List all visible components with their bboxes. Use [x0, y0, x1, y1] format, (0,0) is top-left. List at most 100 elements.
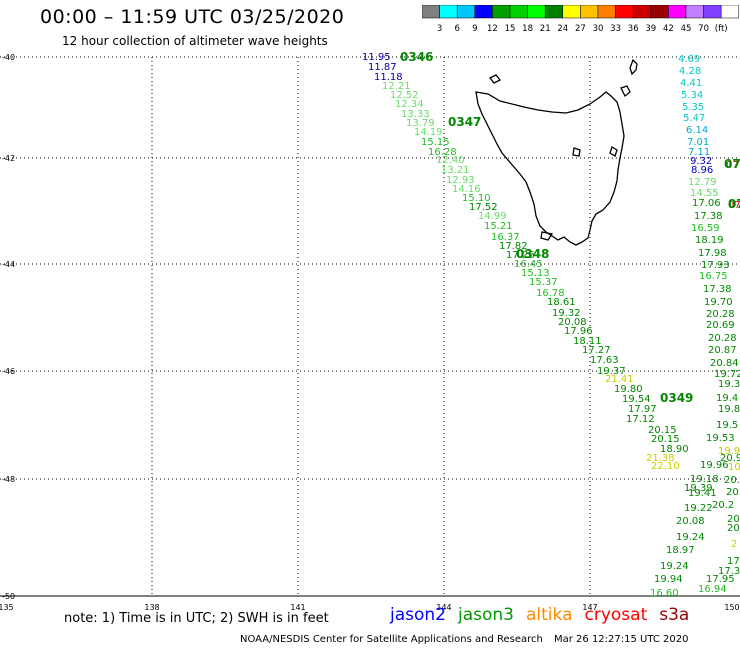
wave-height-label: 12.34 [395, 99, 424, 110]
colorbar-tick-label: 24 [557, 24, 568, 34]
wave-height-label: 18.97 [666, 545, 695, 556]
wave-height-label: 07 [726, 160, 739, 171]
wave-height-label: 20.08 [676, 516, 705, 527]
wave-height-label: 16.28 [428, 147, 457, 158]
colorbar-swatch [720, 5, 740, 19]
map[interactable]: -40 -42 -44 -46 -48 -50 135 138 141 144 147 150 11.… [0, 0, 740, 610]
wave-height-label: 14.19 [414, 127, 443, 138]
wave-height-label: 5.35 [682, 102, 704, 113]
wave-height-label: 5.34 [681, 90, 703, 101]
wave-height-label: 17.26 [506, 250, 535, 261]
longitude-label: 144 [436, 603, 451, 610]
colorbar-tick-label: (ft) [715, 24, 728, 34]
wave-height-label: 17.38 [703, 284, 732, 295]
colorbar-tick-label: 36 [628, 24, 639, 34]
wave-height-label: 14.99 [478, 211, 507, 222]
pass-time-label: 0346 [400, 50, 433, 64]
wave-height-label: 4.69 [678, 54, 700, 65]
wave-height-label: 19.4 [716, 393, 738, 404]
wave-height-label: 20. [726, 487, 740, 498]
wave-height-label: 16.60 [650, 588, 679, 599]
page-title: 00:00 – 11:59 UTC 03/25/2020 [40, 6, 345, 28]
wave-height-label: 7.11 [688, 147, 710, 158]
wave-height-label: 19.24 [660, 561, 689, 572]
wave-height-label: 11.95 [362, 52, 391, 63]
wave-height-label: 20.15 [651, 434, 680, 445]
wave-height-label: 18.11 [573, 336, 602, 347]
wave-height-label: 19.54 [622, 394, 651, 405]
wave-height-label: 07 [728, 200, 740, 211]
pass-time-label: 0349 [660, 391, 693, 405]
legend-entry-s3a: s3a [659, 605, 690, 625]
wave-height-label: 20.28 [708, 333, 737, 344]
wave-height-label: 2 [731, 539, 737, 550]
wave-height-label: 19.37 [597, 366, 626, 377]
wave-height-label: 12.93 [446, 175, 475, 186]
latitude-label: -44 [2, 260, 15, 269]
wave-height-label: 4.41 [680, 78, 702, 89]
wave-height-label: 17.93 [701, 260, 730, 271]
wave-height-label: 16.37 [491, 232, 520, 243]
legend-entry-jason2: jason2 [390, 605, 446, 625]
longitude-label: 138 [144, 603, 159, 610]
generation-timestamp: Mar 26 12:27:15 UTC 2020 [554, 634, 689, 645]
wave-height-label: 6.14 [686, 125, 708, 136]
wave-height-label: 20.84 [710, 358, 739, 369]
wave-height-label: 18.61 [547, 297, 576, 308]
wave-height-label: 19.94 [654, 574, 683, 585]
wave-height-label: 20 [727, 523, 740, 534]
wave-height-label: 20 [727, 514, 740, 525]
wave-height-label: 13.21 [441, 165, 470, 176]
longitude-label: 150 [724, 603, 739, 610]
wave-height-label: 17.12 [626, 414, 655, 425]
wave-height-label: 17.97 [628, 404, 657, 415]
wave-height-label: 15.37 [529, 277, 558, 288]
wave-height-label: 11.18 [374, 72, 403, 83]
wave-height-label: 21.38 [646, 453, 675, 464]
wave-height-label: 16.78 [536, 288, 565, 299]
colorbar-tick-label: 70 [698, 24, 709, 34]
wave-height-label: 11.87 [368, 62, 397, 73]
wave-height-label: 16.45 [514, 259, 543, 270]
pass-time-label: 07 [724, 157, 740, 171]
page-subtitle: 12 hour collection of altimeter wave hei… [62, 34, 328, 48]
colorbar-tick-label: 6 [454, 24, 459, 34]
tasmania-coastline [475, 58, 638, 246]
wave-height-label: 20.08 [558, 317, 587, 328]
wave-height-label: 17.63 [590, 355, 619, 366]
satellite-legend: jason2 jason3 altika cryosat s3a [390, 605, 701, 625]
longitude-label: 135 [0, 603, 14, 610]
colorbar-tick-label: 9 [472, 24, 477, 34]
wave-height-label: 19.96 [700, 460, 729, 471]
legend-entry-cryosat: cryosat [584, 605, 648, 625]
wave-height-label: 19.39 [684, 483, 713, 494]
wave-height-label: 17.38 [694, 211, 723, 222]
wave-height-label: 13.79 [406, 118, 435, 129]
wave-height-label: 19.41 [688, 488, 717, 499]
wave-height-label: 19.22 [684, 503, 713, 514]
wave-height-label: 19.72 [714, 369, 740, 380]
wave-height-label: 4.28 [679, 66, 701, 77]
wave-height-label: 15.15 [421, 137, 450, 148]
wave-height-label: 17 [727, 556, 740, 567]
wave-height-label: 16.59 [691, 223, 720, 234]
latitude-label: -42 [2, 154, 15, 163]
wave-height-label: 15.21 [484, 221, 513, 232]
pass-time-label: 0348 [516, 247, 549, 261]
wave-height-label: 20.87 [708, 345, 737, 356]
colorbar-tick-label: 30 [593, 24, 604, 34]
wave-height-label: 18.19 [695, 235, 724, 246]
wave-height-label: 12.21 [382, 81, 411, 92]
colorbar-tick-label: 3 [437, 24, 442, 34]
wave-height-label: 15.10 [462, 193, 491, 204]
wave-height-label: 17.96 [564, 326, 593, 337]
wave-height-label: 19.8 [718, 404, 740, 415]
wave-height-label: 12.52 [390, 90, 419, 101]
colorbar-tick-label: 45 [681, 24, 692, 34]
wave-height-label: 17.3 [718, 566, 740, 577]
wave-height-label: 16.75 [699, 271, 728, 282]
colorbar-tick-label: 42 [663, 24, 674, 34]
colorbar-tick-label: 15 [505, 24, 516, 34]
wave-height-label: 19.5 [716, 420, 738, 431]
credit-line: NOAA/NESDIS Center for Satellite Applica… [240, 634, 543, 645]
